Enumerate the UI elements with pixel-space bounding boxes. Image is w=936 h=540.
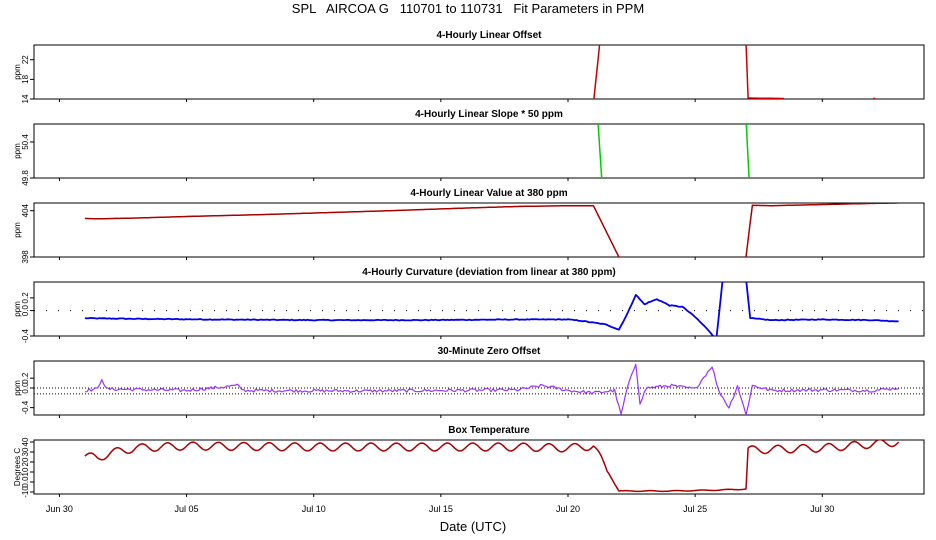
- y-tick-label: -0.4: [21, 400, 30, 414]
- y-tick-label: 0.0: [21, 304, 30, 316]
- panel-frame: [33, 281, 925, 337]
- x-axis-title: Date (UTC): [439, 519, 507, 534]
- panel-frame: [33, 123, 925, 179]
- series-line-segment-1-2: [715, 282, 724, 336]
- y-tick-label: 14: [21, 94, 30, 103]
- chart-title: SPL AIRCOA G 110701 to 110731 Fit Parame…: [291, 1, 645, 16]
- y-axis-label: ppm: [13, 380, 22, 396]
- y-tick-label: 49.8: [21, 170, 30, 186]
- panel-4: 4-Hourly Curvature (deviation from linea…: [13, 267, 925, 343]
- y-tick-label: 30: [21, 447, 30, 456]
- x-tick-label: Jul 25: [683, 504, 707, 514]
- y-tick-label: 398: [21, 250, 30, 264]
- panel-5: 30-Minute Zero Offset ppm -0.4 0.00.2: [13, 346, 925, 418]
- x-tick-label: Jul 20: [556, 504, 580, 514]
- y-axis-label: Degrees C: [13, 448, 22, 486]
- y-tick-label: 10: [21, 467, 30, 476]
- y-tick-label: 0.2: [21, 292, 30, 304]
- y-tick-label: -0.4: [21, 329, 30, 343]
- y-tick-label: 18: [21, 74, 30, 83]
- series-line-segment-1-1: [597, 124, 603, 178]
- y-tick-label: 0.0: [21, 476, 30, 488]
- y-tick-label: 0.0: [21, 382, 30, 394]
- y-tick-label: -10: [21, 486, 30, 498]
- panel-3: 4-Hourly Linear Value at 380 ppm ppm 398 40…: [13, 188, 925, 264]
- series-line-segment-1-1: [84, 294, 715, 336]
- series-line-segment-1-2: [745, 45, 785, 99]
- panel-title: 4-Hourly Linear Value at 380 ppm: [410, 188, 567, 199]
- panel-frame: [33, 202, 925, 258]
- series-line-segment-1-1: [84, 440, 900, 493]
- y-axis-label: ppm: [13, 143, 22, 159]
- x-tick-label: Jul 05: [175, 504, 199, 514]
- panel-frame: [33, 439, 925, 495]
- panel-title: Box Temperature: [448, 425, 530, 436]
- y-axis-label: ppm: [13, 301, 22, 317]
- series-line-segment-1-1: [593, 45, 601, 99]
- panel-title: 4-Hourly Linear Slope * 50 ppm: [415, 109, 563, 120]
- x-tick-label: Jul 15: [429, 504, 453, 514]
- y-tick-label: 22: [21, 55, 30, 64]
- y-axis-label: ppm: [13, 64, 22, 80]
- x-tick-label: Jul 10: [302, 504, 326, 514]
- y-tick-label: 20: [21, 457, 30, 466]
- panel-title: 30-Minute Zero Offset: [438, 346, 541, 357]
- y-axis-label: ppm: [13, 222, 22, 238]
- series-line-segment-1-3: [745, 282, 899, 323]
- series-line-segment-1-1: [84, 204, 620, 257]
- y-tick-label: 40: [21, 437, 30, 446]
- series-line-segment-1-1: [84, 363, 899, 415]
- y-tick-label: 0.2: [21, 372, 30, 384]
- panel-1: 4-Hourly Linear Offset ppm 14 18 22: [13, 30, 925, 103]
- series-line-segment-1-2: [745, 124, 750, 178]
- x-tick-label: Jul 30: [810, 504, 834, 514]
- x-tick-label: Jun 30: [46, 504, 73, 514]
- panel-frame: [33, 44, 925, 100]
- y-tick-label: 50.4: [21, 134, 30, 150]
- y-tick-label: 404: [21, 203, 30, 217]
- series-line-segment-1-2: [745, 203, 899, 257]
- panel-title: 4-Hourly Curvature (deviation from linea…: [362, 267, 615, 278]
- panel-2: 4-Hourly Linear Slope * 50 ppm ppm 49.8 50.…: [13, 109, 925, 186]
- panel-title: 4-Hourly Linear Offset: [436, 30, 542, 41]
